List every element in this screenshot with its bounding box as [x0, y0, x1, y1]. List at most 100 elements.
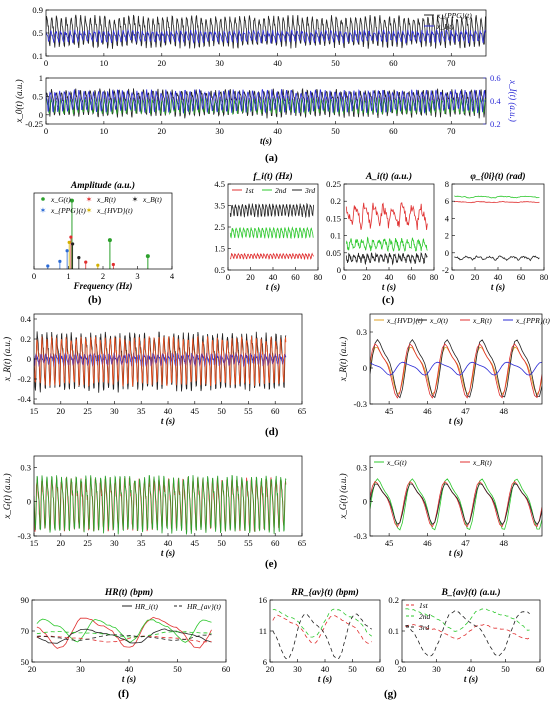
- chart-a1: 0 10 20 30 40 50 60 70 0.1 0.5 0.9 x_{PPG}(t) x_I(t): [32, 5, 487, 68]
- series-line-c3-2: [454, 255, 540, 262]
- chart-title-b: Amplitude (a.u.): [70, 180, 135, 191]
- y-tick-label-c2-3: 0.15: [326, 213, 341, 223]
- legend-label-f-0: HR_i(t): [134, 602, 158, 611]
- y-tick-label-g2-2: 0.2: [388, 595, 399, 605]
- legend-label-b-3: x_{PPG}(t): [50, 206, 86, 215]
- chart-title-c1: f_i(t) (Hz): [253, 171, 292, 182]
- peak-point-3: [65, 249, 69, 253]
- chart-e2: 45 46 47 48 -0.3 0 0.3 t (s) x_G(t) (a.u.) x_G(t)…: [338, 455, 543, 558]
- y-tick-label-a1-1: 0.5: [32, 28, 43, 38]
- x-tick-label-e1-10: 65: [298, 538, 307, 548]
- x-tick-label-e1-8: 55: [244, 538, 253, 548]
- stem-point-0: [69, 198, 74, 203]
- legend-label-d2-1: x_0(t): [429, 316, 448, 325]
- x-tick-label-e1-4: 35: [137, 538, 146, 548]
- legend-swatch-b-0: [41, 197, 45, 201]
- series-line-c2-1: [345, 236, 428, 253]
- y-tick-label-d2-1: 0: [363, 363, 367, 373]
- x-tick-label-c2-2: 40: [385, 272, 394, 282]
- x-tick-label-e1-0: 15: [30, 538, 39, 548]
- y-tick-label-a2-0: -0.25: [25, 119, 43, 129]
- peak-point-4: [77, 256, 81, 260]
- x-axis-label-c3: t (s): [491, 282, 505, 292]
- y-tick-label-c3-1: 0: [445, 248, 449, 258]
- peak-point-2: [71, 242, 75, 246]
- panel-label-a: (a): [265, 152, 278, 164]
- x-tick-label-d1-0: 15: [30, 406, 39, 416]
- legend-label-g2-2: 3rd: [418, 623, 429, 632]
- chart-b: 0 1 2 3 4 Frequency (Hz) Amplitude (a.u.) x_G(t…: [32, 180, 175, 291]
- x-tick-label-g1-1: 30: [293, 664, 302, 674]
- peak-point-9: [46, 264, 50, 268]
- x-tick-label-g2-1: 30: [432, 664, 441, 674]
- legend-label-c1-0: 1st: [245, 186, 255, 195]
- x-tick-label-d1-5: 40: [164, 406, 173, 416]
- y-tick-label-g2-0: 0: [395, 657, 399, 667]
- x-tick-label-d2-1: 46: [423, 406, 432, 416]
- stem-point-2: [145, 254, 150, 259]
- series-line-d2-3: [370, 361, 542, 376]
- y-tick-label-d1-0: -0.4: [18, 394, 32, 404]
- y-tick-label-d2-2: 0.3: [356, 327, 367, 337]
- y-axis-label-a2: x_0(t) (a.u.): [14, 79, 24, 123]
- x-tick-label-b-1: 1: [66, 271, 70, 281]
- series-line-e2-0: [370, 478, 542, 531]
- x-tick-label-d1-3: 30: [110, 406, 119, 416]
- series-line-f-5: [36, 634, 212, 641]
- y-tick-label-e1-0: -0.3: [18, 531, 31, 541]
- legend-label-g2-0: 1st: [419, 601, 429, 610]
- x-tick-label-a1-2: 20: [158, 58, 167, 68]
- y-tick-label-c1-4: 4.5: [214, 179, 225, 189]
- series-line-e1-1: [34, 475, 287, 535]
- y-tick-label-f-0: 50: [21, 657, 30, 667]
- panel-label-b: (b): [88, 294, 102, 306]
- x-tick-label-d2-3: 48: [500, 406, 509, 416]
- y-tick-label-e2-0: -0.3: [354, 531, 367, 541]
- series-line-c3-0: [454, 195, 540, 199]
- x-tick-label-a2-2: 20: [158, 126, 167, 136]
- y-axis-label-d2: x_R(t) (a.u.): [338, 337, 348, 382]
- y-tick-label-a2-1: 0: [39, 110, 43, 120]
- x-tick-label-b-0: 0: [32, 271, 36, 281]
- x-tick-label-a1-6: 60: [389, 58, 398, 68]
- x-axis-label-c1: t (s): [266, 282, 280, 292]
- x-tick-label-e2-2: 47: [461, 538, 470, 548]
- y-tick-label-c1-3: 3.5: [214, 201, 225, 211]
- y-tick-label-g1-0: 6: [263, 657, 267, 667]
- x-tick-label-a1-5: 50: [331, 58, 340, 68]
- x-tick-label-a2-0: 0: [44, 126, 48, 136]
- x-tick-label-c1-1: 20: [246, 272, 255, 282]
- x-tick-label-c2-1: 20: [362, 272, 371, 282]
- x-tick-label-g1-4: 60: [376, 664, 385, 674]
- x-tick-label-d2-0: 45: [385, 406, 394, 416]
- x-tick-label-e2-1: 46: [423, 538, 432, 548]
- x-tick-label-a2-5: 50: [331, 126, 340, 136]
- y-tick-label-c3-2: 2: [445, 231, 449, 241]
- x-tick-label-e1-1: 20: [57, 538, 66, 548]
- chart-title-f: HR(t) (bpm): [104, 587, 153, 598]
- x-axis-label-a2: t(s): [260, 136, 272, 146]
- y-tick-label-c3-4: 6: [445, 196, 449, 206]
- x-tick-label-c3-1: 20: [471, 272, 480, 282]
- x-axis-label-b: Frequency (Hz): [73, 281, 133, 291]
- chart-d1: 15 20 25 30 35 40 45 50 55 60 65 -0.4 -0.2 0 0.2 0.4 t (…: [2, 313, 306, 426]
- legend-c1: 1st 2nd 3rd: [232, 186, 315, 195]
- axes-frame-e2: [369, 455, 543, 537]
- legend-label-a1-0: x_{PPG}(t): [436, 11, 472, 20]
- y-tick-label-a1-2: 0.9: [32, 5, 43, 15]
- x-axis-label-f: t (s): [122, 674, 136, 684]
- x-axis-label-e2: t (s): [449, 548, 463, 558]
- chart-a2: 0 10 20 30 40 50 60 70 -0.250 0.5 1 0.2 0.4 0.6 x_I(t)…: [14, 73, 518, 146]
- x-tick-label-c3-3: 60: [517, 272, 526, 282]
- y-tick-label-d2-0: -0.3: [354, 399, 367, 409]
- legend-a1: x_{PPG}(t) x_I(t): [424, 11, 472, 31]
- panel-label-d: (d): [265, 426, 279, 438]
- axes-frame-g1: [269, 599, 381, 663]
- x-axis-label-e1: t (s): [161, 548, 175, 558]
- y-tick-label-e2-2: 0.3: [356, 462, 367, 472]
- x-tick-label-c1-4: 80: [314, 272, 323, 282]
- series-line-a2-2: [46, 88, 486, 114]
- x-tick-label-a1-7: 70: [447, 58, 456, 68]
- legend-swatch-b-2: ✶: [132, 195, 139, 204]
- x-tick-label-b-3: 3: [135, 271, 139, 281]
